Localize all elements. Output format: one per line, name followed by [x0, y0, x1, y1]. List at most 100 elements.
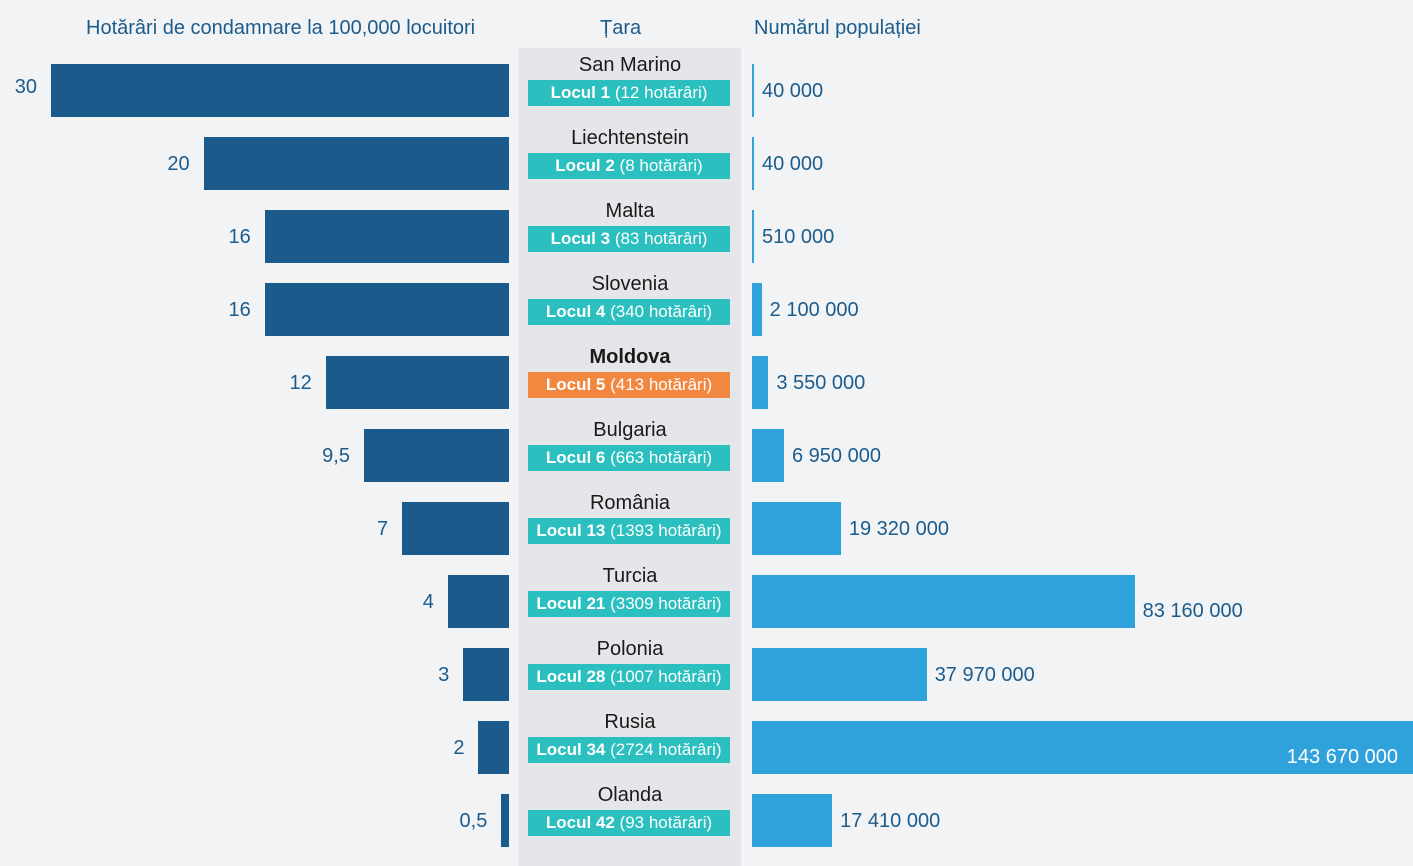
population-bar	[752, 356, 769, 409]
rank-detail: (1393 hotărâri)	[605, 521, 722, 540]
population-bar	[752, 575, 1135, 628]
rank-detail: (663 hotărâri)	[605, 448, 713, 467]
rank-badge: Locul 13 (1393 hotărâri)	[528, 518, 730, 544]
population-bar	[752, 648, 927, 701]
rank-position: Locul 28	[536, 667, 606, 686]
rank-detail: (413 hotărâri)	[605, 375, 713, 394]
conviction-rate-bar	[463, 648, 509, 701]
conviction-rate-label: 3	[438, 664, 450, 686]
right-axis-title: Numărul populației	[754, 17, 921, 39]
chart-row: 16 Slovenia Locul 4 (340 hotărâri) 2 100 00…	[0, 273, 1413, 336]
conviction-rate-bar	[402, 502, 509, 555]
chart-row: 20 Liechtenstein Locul 2 (8 hotărâri) 40 00…	[0, 127, 1413, 190]
rank-badge: Locul 34 (2724 hotărâri)	[528, 737, 730, 763]
country-name: Olanda	[597, 784, 663, 806]
conviction-rate-label: 16	[228, 299, 251, 321]
country-name: Slovenia	[591, 273, 669, 295]
country-name: Malta	[605, 200, 655, 222]
conviction-rate-label: 2	[453, 737, 465, 759]
rank-badge: Locul 1 (12 hotărâri)	[528, 80, 730, 106]
rank-badge: Locul 28 (1007 hotărâri)	[528, 664, 730, 690]
conviction-rate-label: 7	[377, 518, 389, 540]
conviction-rate-bar	[478, 721, 509, 774]
rank-detail: (340 hotărâri)	[605, 302, 713, 321]
country-column-title: Țara	[600, 17, 642, 39]
population-label: 40 000	[762, 80, 824, 102]
rank-position: Locul 3	[550, 229, 611, 248]
rank-position: Locul 42	[545, 813, 615, 832]
conviction-rate-label: 30	[14, 76, 37, 98]
conviction-rate-bar	[501, 794, 509, 847]
country-name: Moldova	[589, 346, 671, 368]
rank-detail: (2724 hotărâri)	[605, 740, 722, 759]
conviction-rate-bar	[203, 137, 509, 190]
rank-badge: Locul 21 (3309 hotărâri)	[528, 591, 730, 617]
population-bar	[752, 210, 754, 263]
rank-badge: Locul 42 (93 hotărâri)	[528, 810, 730, 836]
population-label: 510 000	[762, 226, 835, 248]
rank-badge: Locul 2 (8 hotărâri)	[528, 153, 730, 179]
rank-detail: (1007 hotărâri)	[605, 667, 722, 686]
chart-row: 3 Polonia Locul 28 (1007 hotărâri) 37 970 0…	[0, 638, 1413, 701]
population-label: 17 410 000	[840, 810, 941, 832]
conviction-rate-bar	[447, 575, 509, 628]
chart-row: 30 San Marino Locul 1 (12 hotărâri) 40 000	[0, 54, 1413, 117]
population-label: 143 670 000	[1286, 746, 1398, 768]
rank-detail: (12 hotărâri)	[610, 83, 708, 102]
country-name: Turcia	[602, 565, 658, 587]
conviction-rate-bar	[264, 283, 509, 336]
conviction-rate-label: 4	[422, 591, 434, 613]
rank-position: Locul 13	[536, 521, 606, 540]
rank-position: Locul 4	[545, 302, 606, 321]
population-label: 40 000	[762, 153, 824, 175]
population-bar	[752, 429, 784, 482]
country-name: Rusia	[604, 711, 656, 733]
conviction-rate-label: 20	[167, 153, 190, 175]
rank-position: Locul 21	[536, 594, 606, 613]
population-label: 2 100 000	[769, 299, 859, 321]
rank-detail: (8 hotărâri)	[614, 156, 703, 175]
rank-badge: Locul 5 (413 hotărâri)	[528, 372, 730, 398]
rank-detail: (83 hotărâri)	[610, 229, 708, 248]
conviction-rate-bar	[325, 356, 509, 409]
population-bar	[752, 283, 762, 336]
country-name: Bulgaria	[593, 419, 667, 441]
chart-row: 12 Moldova Locul 5 (413 hotărâri) 3 550 000	[0, 346, 1413, 409]
population-label: 3 550 000	[776, 372, 866, 394]
country-name: România	[589, 492, 671, 514]
conviction-rate-label: 9,5	[322, 445, 350, 467]
rank-position: Locul 34	[536, 740, 606, 759]
population-label: 83 160 000	[1142, 600, 1243, 622]
conviction-rate-label: 0,5	[459, 810, 488, 832]
population-bar	[752, 502, 841, 555]
conviction-rate-bar	[51, 64, 509, 117]
population-label: 37 970 000	[934, 664, 1035, 686]
chart-row: 4 Turcia Locul 21 (3309 hotărâri) 83 160 00…	[0, 565, 1413, 628]
population-bar	[752, 721, 1413, 774]
rank-position: Locul 6	[545, 448, 606, 467]
country-name: Polonia	[596, 638, 664, 660]
rank-badge: Locul 6 (663 hotărâri)	[528, 445, 730, 471]
rank-position: Locul 1	[550, 83, 611, 102]
rank-badge: Locul 4 (340 hotărâri)	[528, 299, 730, 325]
rank-position: Locul 5	[545, 375, 606, 394]
population-bar	[752, 64, 754, 117]
conviction-rate-bar	[363, 429, 509, 482]
conviction-rate-bar	[264, 210, 509, 263]
country-name: San Marino	[578, 54, 682, 76]
chart-row: 7 România Locul 13 (1393 hotărâri) 19 320 0…	[0, 492, 1413, 555]
chart-row: 2 Rusia Locul 34 (2724 hotărâri) 143 670 00…	[0, 711, 1413, 774]
population-label: 6 950 000	[791, 445, 881, 467]
left-axis-title: Hotărâri de condamnare la 100,000 locuit…	[86, 17, 476, 39]
conviction-rate-label: 12	[289, 372, 312, 394]
rank-detail: (3309 hotărâri)	[605, 594, 722, 613]
population-label: 19 320 000	[848, 518, 949, 540]
chart-row: 9,5 Bulgaria Locul 6 (663 hotărâri) 6 950 0…	[0, 419, 1413, 482]
rank-badge: Locul 3 (83 hotărâri)	[528, 226, 730, 252]
rank-detail: (93 hotărâri)	[614, 813, 713, 832]
country-name: Liechtenstein	[571, 127, 689, 149]
population-bar	[752, 794, 833, 847]
rank-position: Locul 2	[555, 156, 615, 175]
conviction-rate-label: 16	[228, 226, 251, 248]
chart-row: 16 Malta Locul 3 (83 hotărâri) 510 000	[0, 200, 1413, 263]
